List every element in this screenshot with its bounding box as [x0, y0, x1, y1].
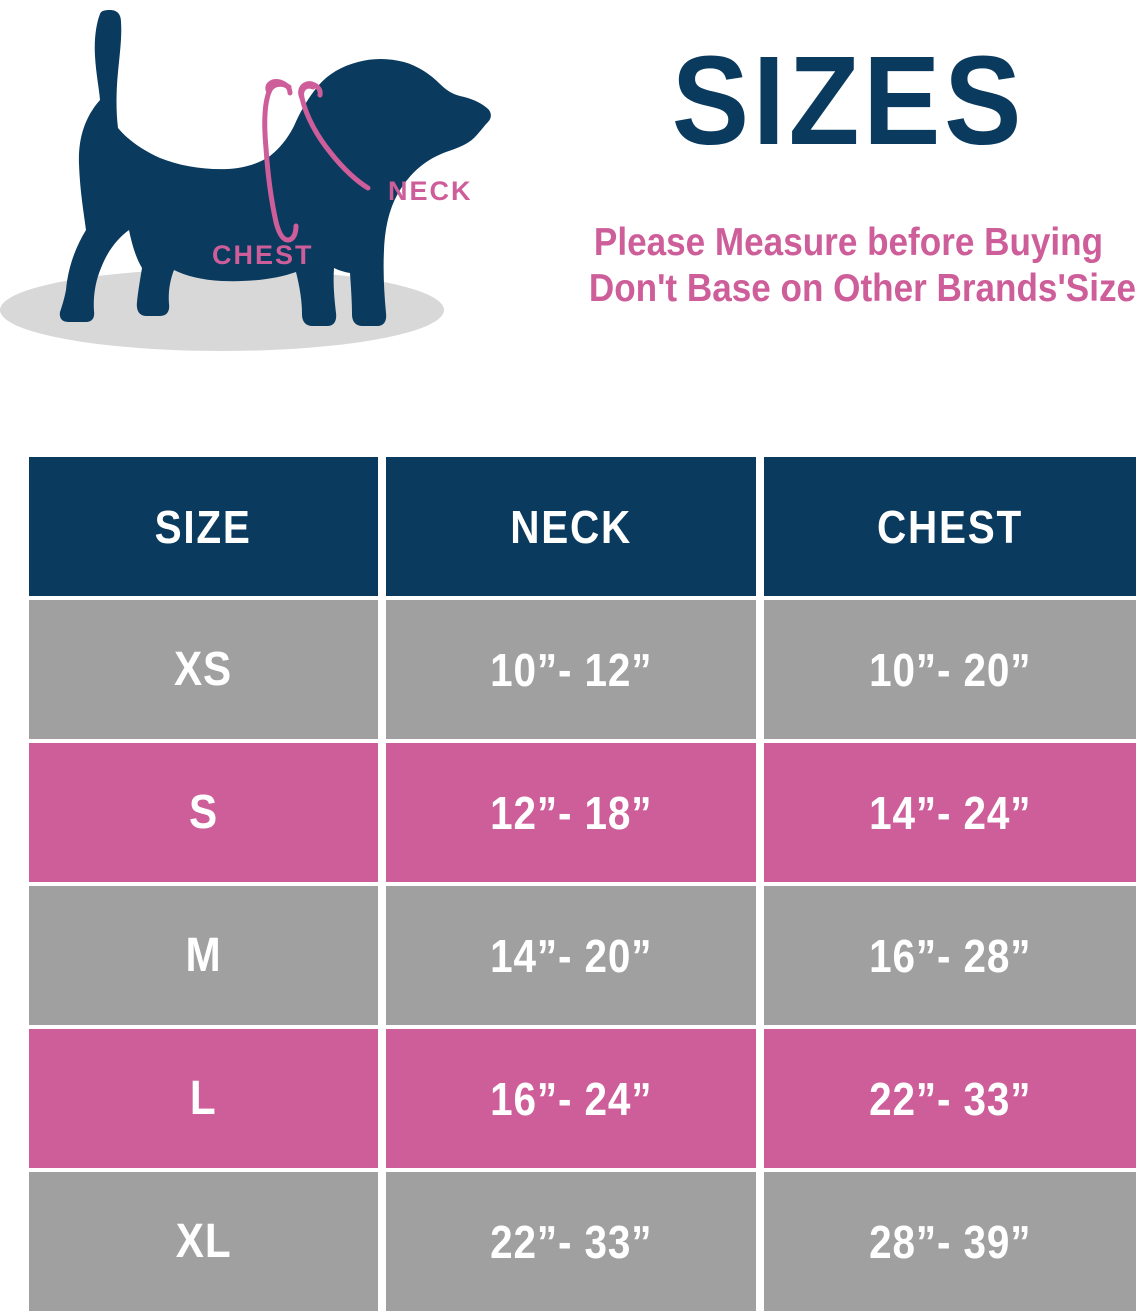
table-row: S 12”- 18” 14”- 24”: [29, 743, 1136, 882]
column-header-chest: CHEST: [764, 457, 1136, 596]
cell-neck-value: 12”- 18”: [489, 786, 653, 839]
cell-chest: 28”- 39”: [764, 1172, 1136, 1311]
subtitle-line-2: Don't Base on Other Brands'Sizes: [588, 266, 1137, 310]
chest-label: CHEST: [212, 240, 314, 270]
cell-size-value: M: [185, 929, 222, 982]
cell-size: M: [29, 886, 378, 1025]
table-row: XL 22”- 33” 28”- 39”: [29, 1172, 1136, 1311]
cell-neck: 14”- 20”: [386, 886, 756, 1025]
cell-size: L: [29, 1029, 378, 1168]
cell-size-value: S: [188, 786, 219, 839]
dog-measurement-illustration: NECK CHEST: [0, 0, 520, 360]
cell-chest-value: 10”- 20”: [868, 643, 1032, 696]
table-row: M 14”- 20” 16”- 28”: [29, 886, 1136, 1025]
column-header-size: SIZE: [29, 457, 378, 596]
cell-neck: 10”- 12”: [386, 600, 756, 739]
cell-chest-value: 16”- 28”: [868, 929, 1032, 982]
cell-size: S: [29, 743, 378, 882]
cell-neck-value: 22”- 33”: [489, 1215, 653, 1268]
cell-neck-value: 16”- 24”: [489, 1072, 653, 1125]
subtitle-line-1: Please Measure before Buying: [593, 221, 1104, 264]
cell-size-value: XL: [175, 1215, 232, 1268]
cell-chest: 10”- 20”: [764, 600, 1136, 739]
column-header-size-label: SIZE: [154, 500, 253, 553]
cell-size: XS: [29, 600, 378, 739]
dog-body-shape: [59, 10, 491, 326]
neck-label: NECK: [388, 176, 473, 206]
cell-size-value: L: [190, 1072, 217, 1125]
cell-size: XL: [29, 1172, 378, 1311]
cell-neck: 16”- 24”: [386, 1029, 756, 1168]
neck-measure-loop-tail: [298, 81, 323, 101]
cell-neck-value: 14”- 20”: [489, 929, 653, 982]
dog-silhouette-svg: NECK CHEST: [0, 10, 491, 351]
cell-chest: 22”- 33”: [764, 1029, 1136, 1168]
cell-chest-value: 28”- 39”: [868, 1215, 1032, 1268]
subtitle-block: Please Measure before Buying Don't Base …: [588, 164, 1137, 311]
cell-chest: 16”- 28”: [764, 886, 1136, 1025]
table-header-row: SIZE NECK CHEST: [29, 457, 1136, 596]
table-row: L 16”- 24” 22”- 33”: [29, 1029, 1136, 1168]
column-header-neck-label: NECK: [510, 500, 632, 553]
cell-neck: 12”- 18”: [386, 743, 756, 882]
headline-block: SIZES Please Measure before Buying Don't…: [560, 18, 1137, 348]
cell-size-value: XS: [174, 643, 233, 696]
column-header-chest-label: CHEST: [877, 500, 1023, 553]
page-title: SIZES: [671, 30, 1026, 171]
cell-chest-value: 14”- 24”: [868, 786, 1032, 839]
column-header-neck: NECK: [386, 457, 756, 596]
size-table: SIZE NECK CHEST XS 10”- 12” 10”- 20” S 1…: [29, 457, 1136, 1311]
cell-chest-value: 22”- 33”: [868, 1072, 1032, 1125]
cell-neck-value: 10”- 12”: [489, 643, 653, 696]
table-row: XS 10”- 12” 10”- 20”: [29, 600, 1136, 739]
chest-measure-loop-tail: [265, 79, 293, 96]
cell-neck: 22”- 33”: [386, 1172, 756, 1311]
cell-chest: 14”- 24”: [764, 743, 1136, 882]
